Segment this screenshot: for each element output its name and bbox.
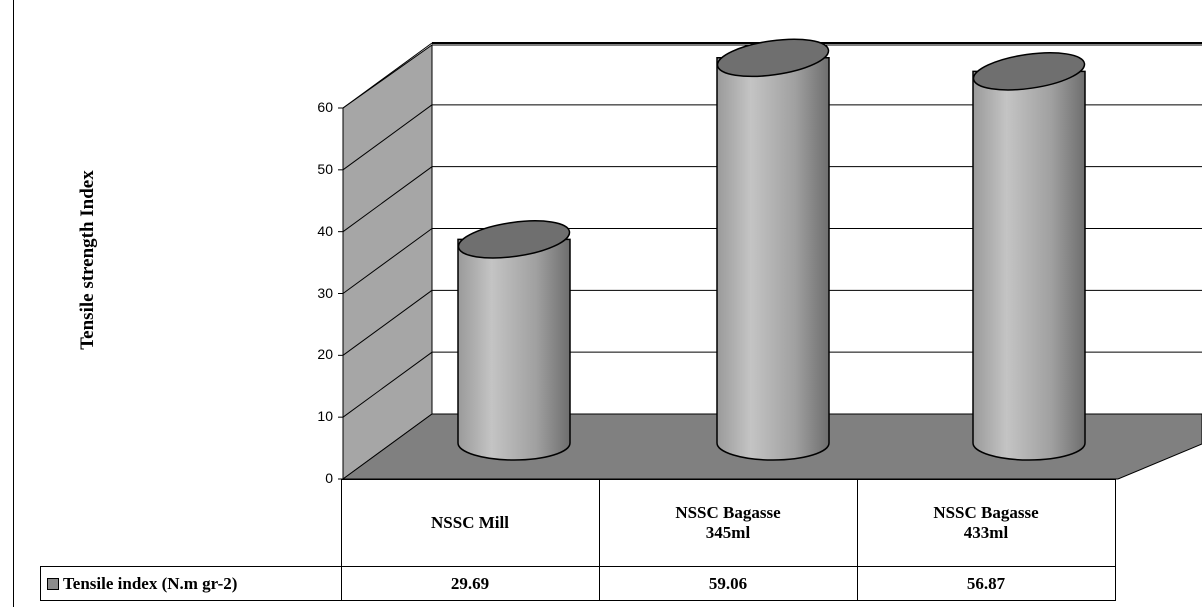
bar-cylinder <box>457 220 571 461</box>
gridline-side <box>342 228 433 294</box>
side-wall <box>342 44 433 480</box>
category-cell: NSSC Mill <box>340 479 600 567</box>
y-tick-label: 20 <box>317 346 333 363</box>
bar-body <box>716 57 830 461</box>
gridline-side <box>342 289 433 356</box>
category-label: NSSC Bagasse <box>675 503 781 522</box>
category-label: 433ml <box>963 523 1009 542</box>
empty-corner-cell <box>41 480 342 567</box>
data-table: NSSC Mill NSSC Bagasse 345ml NSSC Bagasse… <box>40 479 1116 601</box>
value-row: Tensile index (N.m gr-2) 29.69 59.06 56.… <box>40 566 1116 601</box>
category-row: NSSC Mill NSSC Bagasse 345ml NSSC Bagasse… <box>41 479 1116 567</box>
legend-swatch <box>47 577 59 590</box>
gridline-side <box>342 166 433 233</box>
category-label: 345ml <box>705 523 751 542</box>
category-label: NSSC Mill <box>431 513 509 532</box>
value-cell: 56.87 <box>856 566 1116 601</box>
value-cell: 29.69 <box>340 566 600 601</box>
bar-body <box>457 238 571 461</box>
category-cell: NSSC Bagasse 433ml <box>856 479 1116 567</box>
y-tick-label: 50 <box>317 160 333 177</box>
y-tick-label: 10 <box>317 408 333 425</box>
category-cell: NSSC Bagasse 345ml <box>598 479 858 567</box>
value-cell: 59.06 <box>598 566 858 601</box>
bar-cylinder <box>972 52 1086 461</box>
left-border-line <box>13 0 14 607</box>
y-tick-label: 40 <box>317 222 333 239</box>
bar-top <box>457 220 571 259</box>
bar-cylinder <box>716 38 830 461</box>
gridline-side <box>342 42 433 109</box>
back-wall <box>431 44 1202 414</box>
bar-body <box>972 70 1086 461</box>
y-tick-label: 60 <box>317 99 333 115</box>
y-tick-label: 0 <box>325 470 333 486</box>
gridline-side <box>342 351 433 418</box>
y-axis-label: Tensile strength Index <box>77 170 98 350</box>
category-label: NSSC Bagasse <box>933 503 1039 522</box>
legend-cell: Tensile index (N.m gr-2) <box>40 566 342 601</box>
y-tick-label: 30 <box>317 284 333 301</box>
legend-label: Tensile index (N.m gr-2) <box>63 573 238 593</box>
gridline-side <box>342 104 433 171</box>
bar-top <box>972 52 1086 91</box>
bars <box>457 38 1086 461</box>
bar-top <box>716 38 830 78</box>
